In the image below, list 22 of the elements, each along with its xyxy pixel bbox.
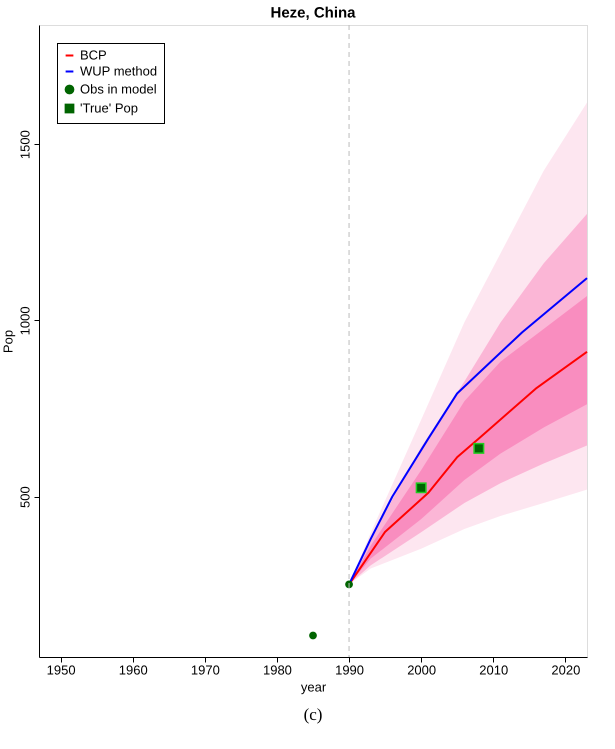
- x-tick-label: 1980: [262, 662, 292, 678]
- x-tick-label: 2010: [479, 662, 508, 678]
- x-tick-label: 2000: [407, 662, 436, 678]
- legend-label: BCP: [80, 48, 107, 62]
- chart-title: Heze, China: [270, 4, 356, 22]
- y-tick-label: 1500: [18, 130, 32, 160]
- x-tick-label: 1990: [335, 662, 364, 678]
- point: [309, 632, 317, 640]
- legend-label: Obs in model: [80, 82, 157, 96]
- text: (c): [304, 705, 322, 724]
- point: [473, 442, 484, 454]
- x-tick-label: 1950: [46, 662, 76, 678]
- x-tick-label: 1970: [190, 662, 220, 678]
- y-tick-label: 1000: [18, 306, 32, 336]
- x-tick-label: 1960: [118, 662, 148, 678]
- y-axis-title: Pop: [0, 330, 16, 354]
- x-tick-label: 2020: [551, 662, 580, 678]
- legend-label: WUP method: [80, 64, 158, 78]
- x-axis-title: year: [300, 680, 327, 694]
- y-tick-label: 500: [18, 486, 32, 508]
- legend-label: 'True' Pop: [80, 100, 138, 116]
- point: [416, 482, 427, 494]
